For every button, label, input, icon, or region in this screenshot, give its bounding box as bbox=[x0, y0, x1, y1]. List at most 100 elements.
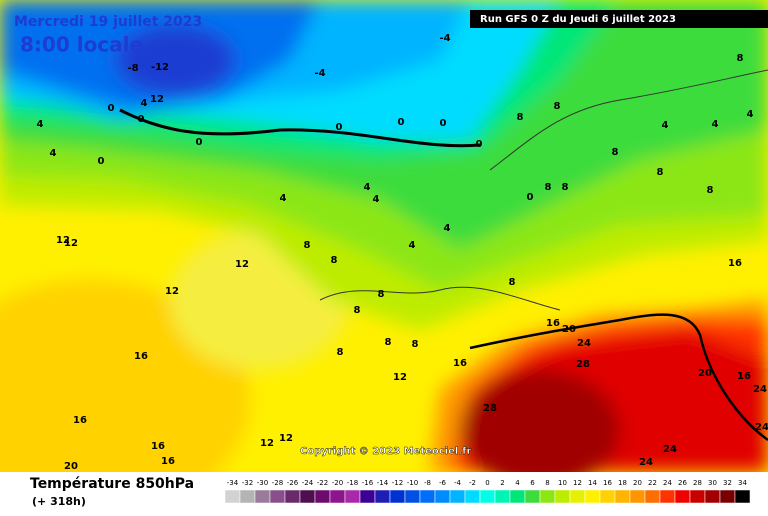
legend-label: -30 bbox=[257, 479, 268, 487]
contour-label: 4 bbox=[409, 240, 416, 251]
contour-label: 28 bbox=[483, 403, 497, 414]
legend-label: 12 bbox=[573, 479, 582, 487]
contour-label: 24 bbox=[755, 422, 768, 433]
legend-swatch bbox=[254, 489, 271, 504]
contour-label: 0 bbox=[196, 137, 203, 148]
legend-swatch bbox=[509, 489, 526, 504]
legend-swatch bbox=[689, 489, 706, 504]
legend-label: 14 bbox=[588, 479, 597, 487]
contour-label: 12 bbox=[165, 286, 179, 297]
legend-label: -2 bbox=[469, 479, 476, 487]
contour-label: 16 bbox=[73, 415, 87, 426]
contour-label: 16 bbox=[161, 456, 175, 467]
contour-label: -4 bbox=[314, 68, 325, 79]
legend-swatch bbox=[239, 489, 256, 504]
legend-label: -28 bbox=[272, 479, 283, 487]
contour-label: 8 bbox=[545, 182, 552, 193]
contour-label: 4 bbox=[37, 119, 44, 130]
contour-label: 12 bbox=[64, 238, 78, 249]
legend-swatch bbox=[569, 489, 586, 504]
contour-label: 8 bbox=[412, 339, 419, 350]
contour-label: -4 bbox=[439, 33, 450, 44]
legend-label: -18 bbox=[347, 479, 358, 487]
legend-swatch bbox=[389, 489, 406, 504]
legend-label: 32 bbox=[723, 479, 732, 487]
legend-label: 28 bbox=[693, 479, 702, 487]
run-banner bbox=[470, 10, 768, 28]
contour-label: 0 bbox=[108, 103, 115, 114]
valid-time: 8:00 locale bbox=[20, 33, 143, 57]
color-legend: -34 -32 -30 -28 -26 -24 -22 -20 -18 -16 -14 -12 -10-… bbox=[224, 479, 751, 504]
contour-label: 8 bbox=[509, 277, 516, 288]
contour-label: 4 bbox=[373, 194, 380, 205]
legend-swatch bbox=[599, 489, 616, 504]
legend-swatch bbox=[344, 489, 361, 504]
run-info: Run GFS 0 Z du Jeudi 6 juillet 2023 bbox=[480, 14, 676, 25]
legend-swatch bbox=[329, 489, 346, 504]
legend-swatch bbox=[734, 489, 751, 504]
legend-swatch bbox=[464, 489, 481, 504]
legend-swatch bbox=[674, 489, 691, 504]
contour-label: 0 bbox=[440, 118, 447, 129]
legend-swatch bbox=[554, 489, 571, 504]
legend-swatch bbox=[584, 489, 601, 504]
contour-label: 8 bbox=[378, 289, 385, 300]
contour-label: 8 bbox=[657, 167, 664, 178]
contour-label: -8 bbox=[127, 63, 138, 74]
contour-label: -12 bbox=[151, 62, 169, 73]
legend-label: -20 bbox=[332, 479, 343, 487]
legend-label: -26 bbox=[287, 479, 299, 487]
contour-label: 20 bbox=[562, 324, 576, 335]
contour-label: 4 bbox=[280, 193, 287, 204]
legend-label: 10 bbox=[558, 479, 567, 487]
contour-label: 4 bbox=[444, 223, 451, 234]
legend-swatch bbox=[404, 489, 421, 504]
legend-label: -6 bbox=[439, 479, 447, 487]
legend-swatch bbox=[644, 489, 661, 504]
legend-swatch bbox=[224, 489, 241, 504]
legend-label: -4 bbox=[454, 479, 462, 487]
valid-date: Mercredi 19 juillet 2023 bbox=[14, 14, 202, 30]
contour-label: 4 bbox=[364, 182, 371, 193]
contour-label: 8 bbox=[517, 112, 524, 123]
legend-swatch bbox=[524, 489, 541, 504]
contour-label: 20 bbox=[64, 461, 78, 472]
legend-label: -10 bbox=[407, 479, 418, 487]
contour-label: 8 bbox=[331, 255, 338, 266]
contour-label: 8 bbox=[612, 147, 619, 158]
contour-label: 16 bbox=[728, 258, 742, 269]
legend-swatch bbox=[629, 489, 646, 504]
legend-swatch bbox=[359, 489, 376, 504]
legend-label: -14 bbox=[377, 479, 389, 487]
contour-label: 8 bbox=[562, 182, 569, 193]
contour-label: 4 bbox=[141, 98, 148, 109]
contour-label: 0 bbox=[98, 156, 105, 167]
contour-label: 16 bbox=[737, 371, 751, 382]
legend-swatch bbox=[704, 489, 721, 504]
legend-label: 24 bbox=[663, 479, 672, 487]
legend-label: 2 bbox=[500, 479, 504, 487]
contour-label: 24 bbox=[577, 338, 591, 349]
legend-swatch bbox=[539, 489, 556, 504]
legend-swatch bbox=[419, 489, 436, 504]
legend-label: 6 bbox=[530, 479, 535, 487]
contour-label: 20 bbox=[698, 368, 712, 379]
legend-swatch bbox=[374, 489, 391, 504]
legend-swatch bbox=[269, 489, 286, 504]
legend-swatch bbox=[434, 489, 451, 504]
legend-swatch bbox=[614, 489, 631, 504]
contour-label: 16 bbox=[546, 318, 560, 329]
contour-label: 0 bbox=[336, 122, 343, 133]
contour-label: 4 bbox=[712, 119, 719, 130]
legend-label: 4 bbox=[515, 479, 520, 487]
legend-label: -12 bbox=[392, 479, 403, 487]
legend-label: 18 bbox=[618, 479, 627, 487]
contour-label: 0 bbox=[476, 139, 483, 150]
legend-swatch bbox=[299, 489, 316, 504]
legend-label: 20 bbox=[633, 479, 642, 487]
legend-swatch bbox=[284, 489, 301, 504]
legend-swatch bbox=[314, 489, 331, 504]
legend-label: 16 bbox=[603, 479, 612, 487]
contour-label: 12 bbox=[279, 433, 293, 444]
contour-label: 16 bbox=[151, 441, 165, 452]
